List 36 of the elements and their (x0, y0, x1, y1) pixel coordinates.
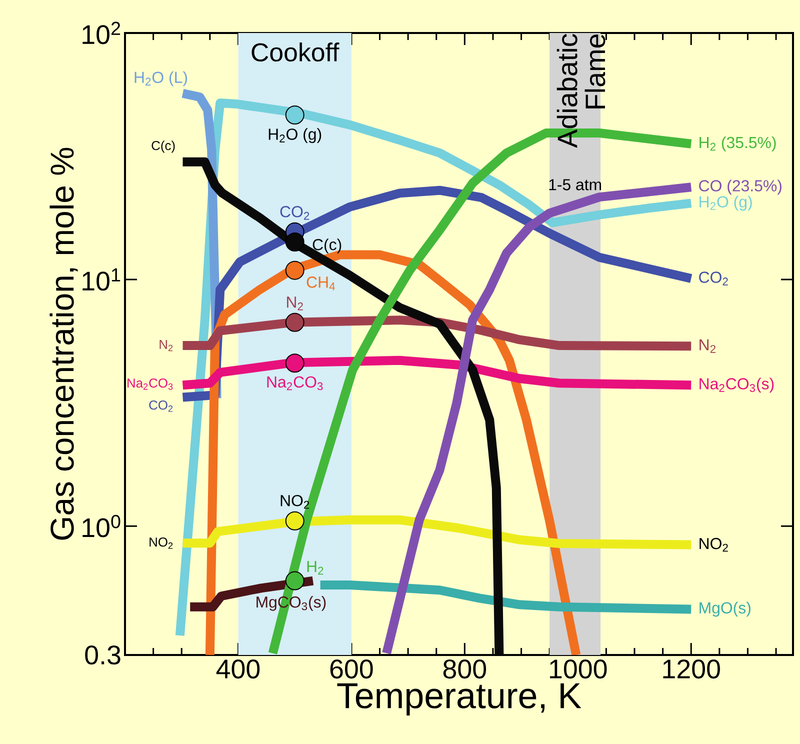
series-label: H$_{2}$ (35.5%) (700, 136, 776, 152)
series-label: N$_{2}$ (700, 339, 716, 353)
y-tick-label: 10$^{2}$ (82, 22, 120, 44)
series-label: CO (23.5%) (699, 180, 782, 195)
annotation: CO$_{2}$ (280, 206, 310, 220)
annotation: CO$_{2}$ (149, 400, 173, 412)
annotation: C(c) (312, 238, 342, 254)
annotation: 1-5 atm (549, 179, 601, 190)
annotation: N$_{2}$ (287, 296, 303, 310)
x-tick-label: 800 (443, 660, 486, 679)
annotation: Na$_{2}$CO$_{3}$ (267, 376, 323, 390)
x-axis-title: Temperature, K (337, 683, 582, 716)
annotation: NO$_{2}$ (280, 494, 310, 509)
annotation: N$_{2}$ (160, 340, 173, 352)
x-tick-label: 1000 (550, 660, 607, 679)
series-label: Na$_{2}$CO$_{3}$(s) (700, 378, 774, 393)
annotation: H$_{2}$O (g) (268, 128, 322, 144)
band-label: Cookoff (252, 42, 340, 62)
series-label: MgO(s) (700, 602, 750, 617)
x-tick-label: 600 (330, 660, 373, 679)
x-tick-label: 400 (216, 660, 260, 679)
y-tick-label: 10$^{1}$ (82, 268, 120, 291)
series-label: H$_{2}$O (g) (700, 196, 752, 211)
series-label: CO$_{2}$ (699, 272, 728, 286)
y-tick-label: 0.3 (85, 645, 120, 665)
annotation: C(c) (152, 140, 175, 153)
y-axis-title: Gas concentration, mole % (50, 148, 78, 540)
band-label: Adiabatic Flame (556, 34, 606, 148)
y-tick-label: 10$^{0}$ (82, 514, 120, 538)
x-tick-label: 1200 (663, 660, 720, 679)
annotation: NO$_{2}$ (150, 537, 173, 549)
annotation: Na$_{2}$CO$_{3}$ (128, 378, 173, 390)
annotation: H$_{2}$O (L) (134, 71, 187, 86)
annotation: CH$_{4}$ (306, 276, 335, 290)
series-label: NO$_{2}$ (700, 538, 728, 552)
annotation: H$_{2}$ (307, 561, 324, 575)
